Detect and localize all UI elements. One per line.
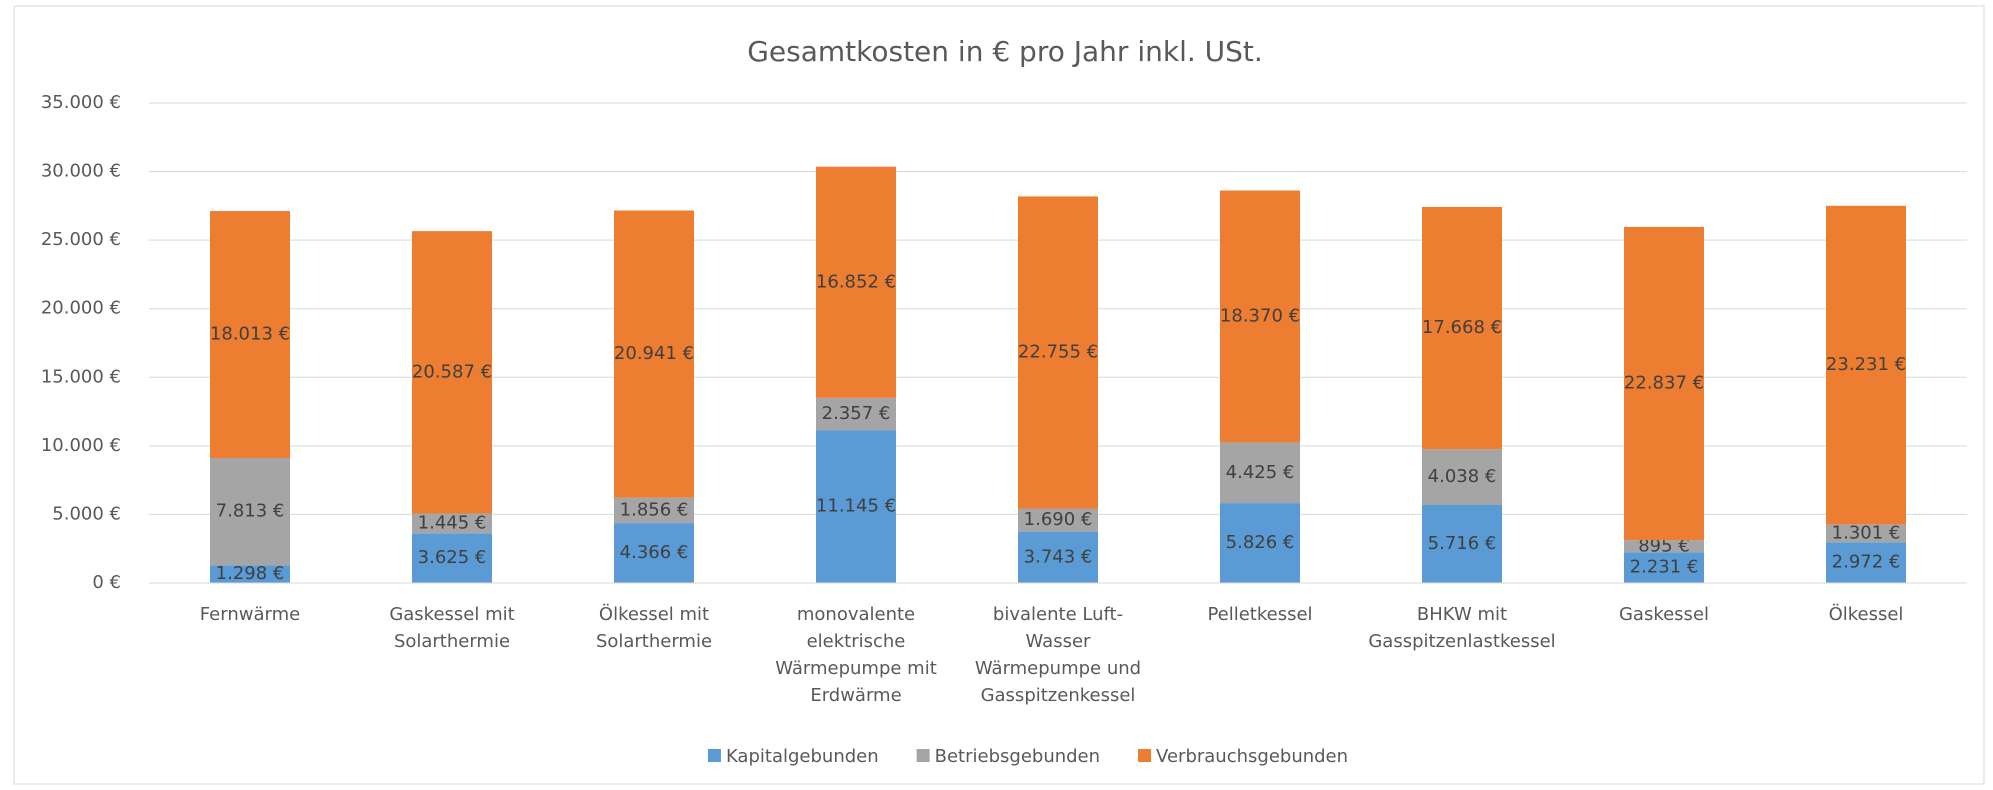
data-label: 1.856 € <box>620 499 689 520</box>
bar-segment <box>614 497 694 524</box>
data-label: 2.231 € <box>1630 557 1699 578</box>
y-tick-label: 30.000 € <box>41 161 121 182</box>
bar-segment <box>1422 206 1502 450</box>
bar-segment <box>1826 205 1906 525</box>
bar-segment <box>210 458 290 566</box>
x-tick-label: bivalente Luft-Wasser Wärmepumpe und Gassp… <box>975 604 1141 706</box>
x-tick-label: Pelletkessel <box>1207 604 1312 625</box>
x-tick-label: Ölkessel mit Solarthermie <box>596 603 712 652</box>
legend-label: Kapitalgebunden <box>726 746 879 767</box>
bar-segment <box>1624 540 1704 553</box>
data-label: 20.587 € <box>412 361 492 382</box>
bar-segment <box>1422 449 1502 505</box>
x-tick-label: Gaskessel mit Solarthermie <box>389 604 514 652</box>
bar-segment <box>412 533 492 583</box>
x-tick-label: Fernwärme <box>200 604 300 625</box>
data-label: 1.445 € <box>418 512 487 533</box>
x-tick-label: Ölkessel <box>1829 603 1904 625</box>
bar-segment <box>816 397 896 431</box>
y-tick-label: 25.000 € <box>41 229 121 250</box>
legend: Kapitalgebunden Betriebsgebunden Verbrauch… <box>707 746 1348 767</box>
data-label: 2.972 € <box>1832 552 1901 573</box>
bar-segment <box>1826 542 1906 583</box>
data-label: 5.826 € <box>1226 532 1295 553</box>
data-label: 895 € <box>1638 535 1690 556</box>
bar-segment <box>412 231 492 514</box>
x-tick-label: Gaskessel <box>1619 604 1709 625</box>
bar-segment <box>1624 552 1704 583</box>
data-label: 1.690 € <box>1024 509 1093 530</box>
data-label: 1.301 € <box>1832 522 1901 543</box>
data-label: 20.941 € <box>614 343 694 364</box>
data-label: 1.298 € <box>216 563 285 584</box>
data-label: 16.852 € <box>816 271 896 292</box>
data-label: 7.813 € <box>216 501 285 522</box>
bar-segment <box>412 513 492 534</box>
data-label: 22.837 € <box>1624 373 1704 394</box>
legend-label: Verbrauchsgebunden <box>1156 746 1348 767</box>
legend-swatch <box>916 749 930 762</box>
bar-segment <box>1220 442 1300 504</box>
bar-segment <box>1422 504 1502 583</box>
data-label: 3.743 € <box>1024 546 1093 567</box>
bar-segment <box>1826 524 1906 543</box>
data-label: 2.357 € <box>822 403 891 424</box>
bar-segment <box>1018 508 1098 532</box>
legend-swatch <box>1138 749 1152 762</box>
data-label: 4.038 € <box>1428 466 1497 487</box>
data-label: 22.755 € <box>1018 341 1098 362</box>
y-tick-label: 0 € <box>92 572 121 593</box>
bar-segment <box>1220 503 1300 583</box>
bar-segment <box>614 210 694 498</box>
data-label: 23.231 € <box>1826 354 1906 375</box>
y-tick-label: 20.000 € <box>41 298 121 319</box>
bar-segment <box>614 523 694 583</box>
data-label: 4.425 € <box>1226 462 1295 483</box>
bar-segment <box>1624 226 1704 541</box>
data-label: 5.716 € <box>1428 533 1497 554</box>
x-tick-label: monovalente elektrische Wärmepumpe mit Erdw… <box>775 604 937 706</box>
bar-segment <box>816 166 896 398</box>
data-label: 4.366 € <box>620 542 689 563</box>
data-label: 11.145 € <box>816 496 896 517</box>
bar-segment <box>816 430 896 583</box>
x-tick-label: BHKW mit Gasspitzenlastkessel <box>1368 604 1555 652</box>
y-tick-label: 10.000 € <box>41 435 121 456</box>
legend-label: Betriebsgebunden <box>935 746 1100 767</box>
bar-segment <box>210 211 290 459</box>
data-label: 3.625 € <box>418 547 487 568</box>
bar-segment <box>1220 190 1300 443</box>
legend-swatch <box>707 749 721 762</box>
bar-segment <box>210 565 290 583</box>
data-label: 17.668 € <box>1422 317 1502 338</box>
y-tick-label: 15.000 € <box>41 366 121 387</box>
bar-segment <box>1018 196 1098 509</box>
bar-segment <box>1018 531 1098 583</box>
data-label: 18.013 € <box>210 324 290 345</box>
data-label: 18.370 € <box>1220 305 1300 326</box>
y-tick-label: 5.000 € <box>52 503 121 524</box>
chart-title: Gesamtkosten in € pro Jahr inkl. USt. <box>747 35 1263 68</box>
y-tick-label: 35.000 € <box>41 92 121 113</box>
